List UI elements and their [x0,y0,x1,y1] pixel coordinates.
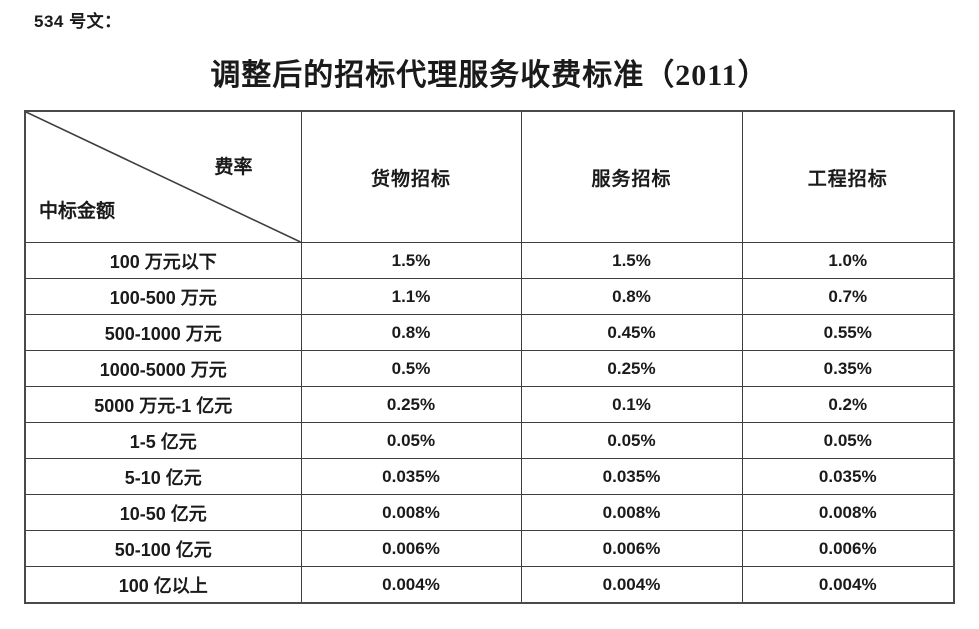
table-body: 100 万元以下 1.5% 1.5% 1.0% 100-500 万元 1.1% 0.8% 0.… [24,242,955,604]
rate-cell: 0.1% [520,386,743,423]
rate-cell: 1.5% [300,242,522,279]
corner-label-rate: 费率 [214,157,253,178]
table-row: 10-50 亿元 0.008% 0.008% 0.008% [24,494,955,531]
rate-cell: 0.05% [741,422,955,459]
row-label-cell: 50-100 亿元 [24,530,302,567]
column-header: 服务招标 [520,110,743,243]
row-label-cell: 10-50 亿元 [24,494,302,531]
table-row: 100 万元以下 1.5% 1.5% 1.0% [24,242,955,279]
rate-cell: 0.8% [520,278,743,315]
diagonal-divider-line [26,112,301,242]
rate-cell: 0.035% [741,458,955,495]
rate-cell: 0.004% [520,566,743,604]
rate-cell: 0.7% [741,278,955,315]
header-row: 费率 中标金额 货物招标 服务招标 工程招标 [24,110,955,243]
rate-cell: 0.008% [520,494,743,531]
rate-cell: 1.5% [520,242,743,279]
page-title: 调整后的招标代理服务收费标准（2011） [210,59,769,92]
row-label-cell: 5000 万元-1 亿元 [24,386,302,423]
fee-rate-table: 费率 中标金额 货物招标 服务招标 工程招标 100 万元以下 1.5% 1.5% 1.0… [24,110,955,604]
table-row: 50-100 亿元 0.006% 0.006% 0.006% [24,530,955,567]
table-row: 500-1000 万元 0.8% 0.45% 0.55% [24,314,955,351]
rate-cell: 0.55% [741,314,955,351]
table-row: 100 亿以上 0.004% 0.004% 0.004% [24,566,955,604]
row-label-cell: 100 亿以上 [24,566,302,604]
diagonal-corner-cell: 费率 中标金额 [24,110,302,243]
rate-cell: 0.004% [741,566,955,604]
rate-cell: 0.035% [520,458,743,495]
rate-cell: 0.006% [300,530,522,567]
rate-cell: 0.45% [520,314,743,351]
corner-label-bid-amount: 中标金额 [39,201,116,222]
rate-cell: 0.006% [741,530,955,567]
rate-cell: 0.05% [520,422,743,459]
table-row: 100-500 万元 1.1% 0.8% 0.7% [24,278,955,315]
column-header: 货物招标 [300,110,522,243]
rate-cell: 0.008% [300,494,522,531]
row-label-cell: 100-500 万元 [24,278,302,315]
rate-cell: 0.05% [300,422,522,459]
rate-cell: 0.25% [520,350,743,387]
row-label-cell: 1000-5000 万元 [24,350,302,387]
rate-cell: 0.5% [300,350,522,387]
doc-ref-label: 534 号文： [34,12,122,31]
row-label-cell: 1-5 亿元 [24,422,302,459]
rate-cell: 1.1% [300,278,522,315]
rate-cell: 0.25% [300,386,522,423]
rate-cell: 0.004% [300,566,522,604]
rate-cell: 0.035% [300,458,522,495]
row-label-cell: 100 万元以下 [24,242,302,279]
column-header: 工程招标 [741,110,955,243]
row-label-cell: 5-10 亿元 [24,458,302,495]
table-row: 5-10 亿元 0.035% 0.035% 0.035% [24,458,955,495]
table-row: 1000-5000 万元 0.5% 0.25% 0.35% [24,350,955,387]
rate-cell: 1.0% [741,242,955,279]
row-label-cell: 500-1000 万元 [24,314,302,351]
rate-cell: 0.2% [741,386,955,423]
table-row: 1-5 亿元 0.05% 0.05% 0.05% [24,422,955,459]
rate-cell: 0.006% [520,530,743,567]
rate-cell: 0.008% [741,494,955,531]
table-row: 5000 万元-1 亿元 0.25% 0.1% 0.2% [24,386,955,423]
rate-cell: 0.8% [300,314,522,351]
rate-cell: 0.35% [741,350,955,387]
